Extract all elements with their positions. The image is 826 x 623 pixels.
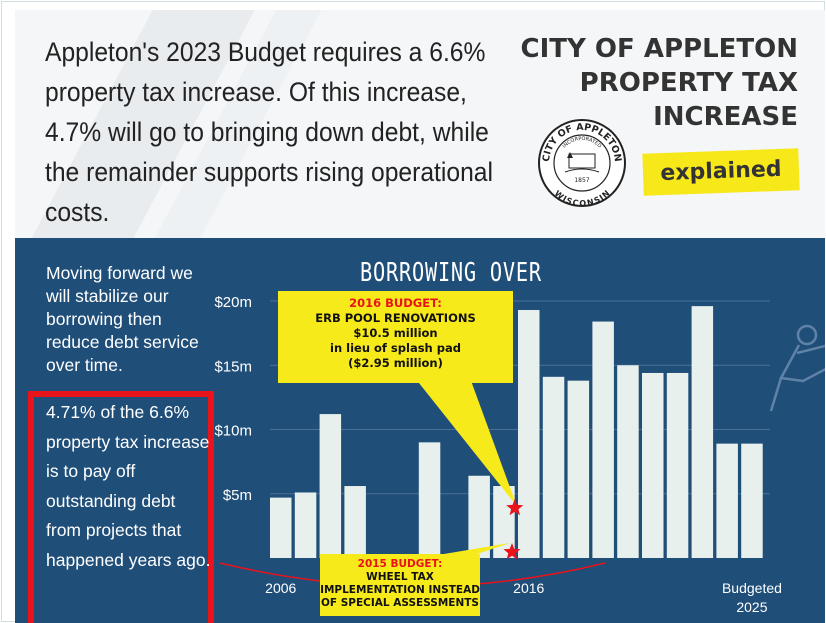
title-line-3: INCREASE — [653, 102, 798, 132]
bar-chart: $20m $15m $10m $5m 2006 2016 Budgeted 2025 — [214, 294, 782, 615]
callout-pointer — [415, 378, 517, 506]
y-tick-label: $5m — [223, 487, 252, 504]
page-title: CITY OF APPLETON PROPERTY TAX INCREASE — [495, 32, 798, 134]
bar — [418, 442, 441, 558]
title-line-1: CITY OF APPLETON — [520, 34, 798, 64]
callout-2016-line: in lieu of splash pad — [330, 341, 461, 355]
callout-2015-line: IMPLEMENTATION INSTEAD — [320, 584, 480, 596]
intro-text: Appleton's 2023 Budget requires a 6.6% p… — [45, 37, 493, 227]
callout-2015-head: 2015 BUDGET: — [357, 558, 443, 570]
x-tick-label: 2025 — [736, 599, 767, 615]
bar — [518, 309, 540, 558]
callout-2015-budget: 2015 BUDGET: WHEEL TAX IMPLEMENTATION IN… — [320, 554, 480, 616]
star-marker — [506, 499, 524, 516]
callout-2015-line: OF SPECIAL ASSESSMENTS — [320, 597, 479, 609]
bar — [270, 497, 292, 558]
decorative-sketch-icon — [769, 324, 825, 412]
bar — [493, 486, 515, 558]
bar — [567, 380, 590, 558]
explained-badge: explained — [642, 148, 800, 196]
callout-2016-budget: 2016 BUDGET: ERB POOL RENOVATIONS $10.5 … — [278, 291, 513, 383]
chart-panel: Moving forward we will stabilize our bor… — [15, 238, 825, 623]
bar — [716, 443, 738, 558]
star-marker — [503, 543, 521, 560]
x-tick-label: Budgeted — [722, 580, 782, 596]
y-tick-label: $20m — [214, 294, 252, 311]
bar — [741, 443, 763, 558]
callout-pointer — [420, 543, 510, 558]
bar — [592, 321, 614, 558]
bar — [666, 372, 689, 558]
bar — [691, 306, 714, 558]
y-tick-label: $15m — [214, 358, 252, 375]
bar — [617, 365, 639, 558]
side-text: Moving forward we will stabilize our bor… — [46, 263, 199, 375]
city-seal-icon: CITY OF APPLETON INCORPORATED WISCONSIN … — [538, 119, 626, 208]
bar — [344, 486, 366, 558]
header-band: Appleton's 2023 Budget requires a 6.6% p… — [15, 10, 825, 238]
callout-2016-line: ERB POOL RENOVATIONS — [315, 311, 476, 325]
x-tick-label: 2006 — [265, 580, 296, 596]
y-tick-label: $10m — [214, 423, 252, 440]
title-line-2: PROPERTY TAX — [579, 68, 798, 98]
callout-2016-line: $10.5 million — [353, 326, 438, 340]
callout-2016-head: 2016 BUDGET: — [349, 296, 442, 310]
bar — [542, 376, 565, 558]
highlight-box — [28, 391, 214, 623]
bar — [294, 492, 317, 558]
bar — [468, 475, 490, 558]
bar — [319, 414, 342, 558]
bar — [642, 372, 664, 558]
highlight-text: 4.71% of the 6.6% property tax increase … — [46, 402, 211, 570]
callout-2016-line: ($2.95 million) — [348, 356, 443, 370]
x-tick-label: 2016 — [513, 580, 544, 596]
callout-2015-line: WHEEL TAX — [366, 571, 434, 583]
seal-year: 1857 — [574, 177, 589, 184]
infographic: Appleton's 2023 Budget requires a 6.6% p… — [15, 10, 825, 623]
